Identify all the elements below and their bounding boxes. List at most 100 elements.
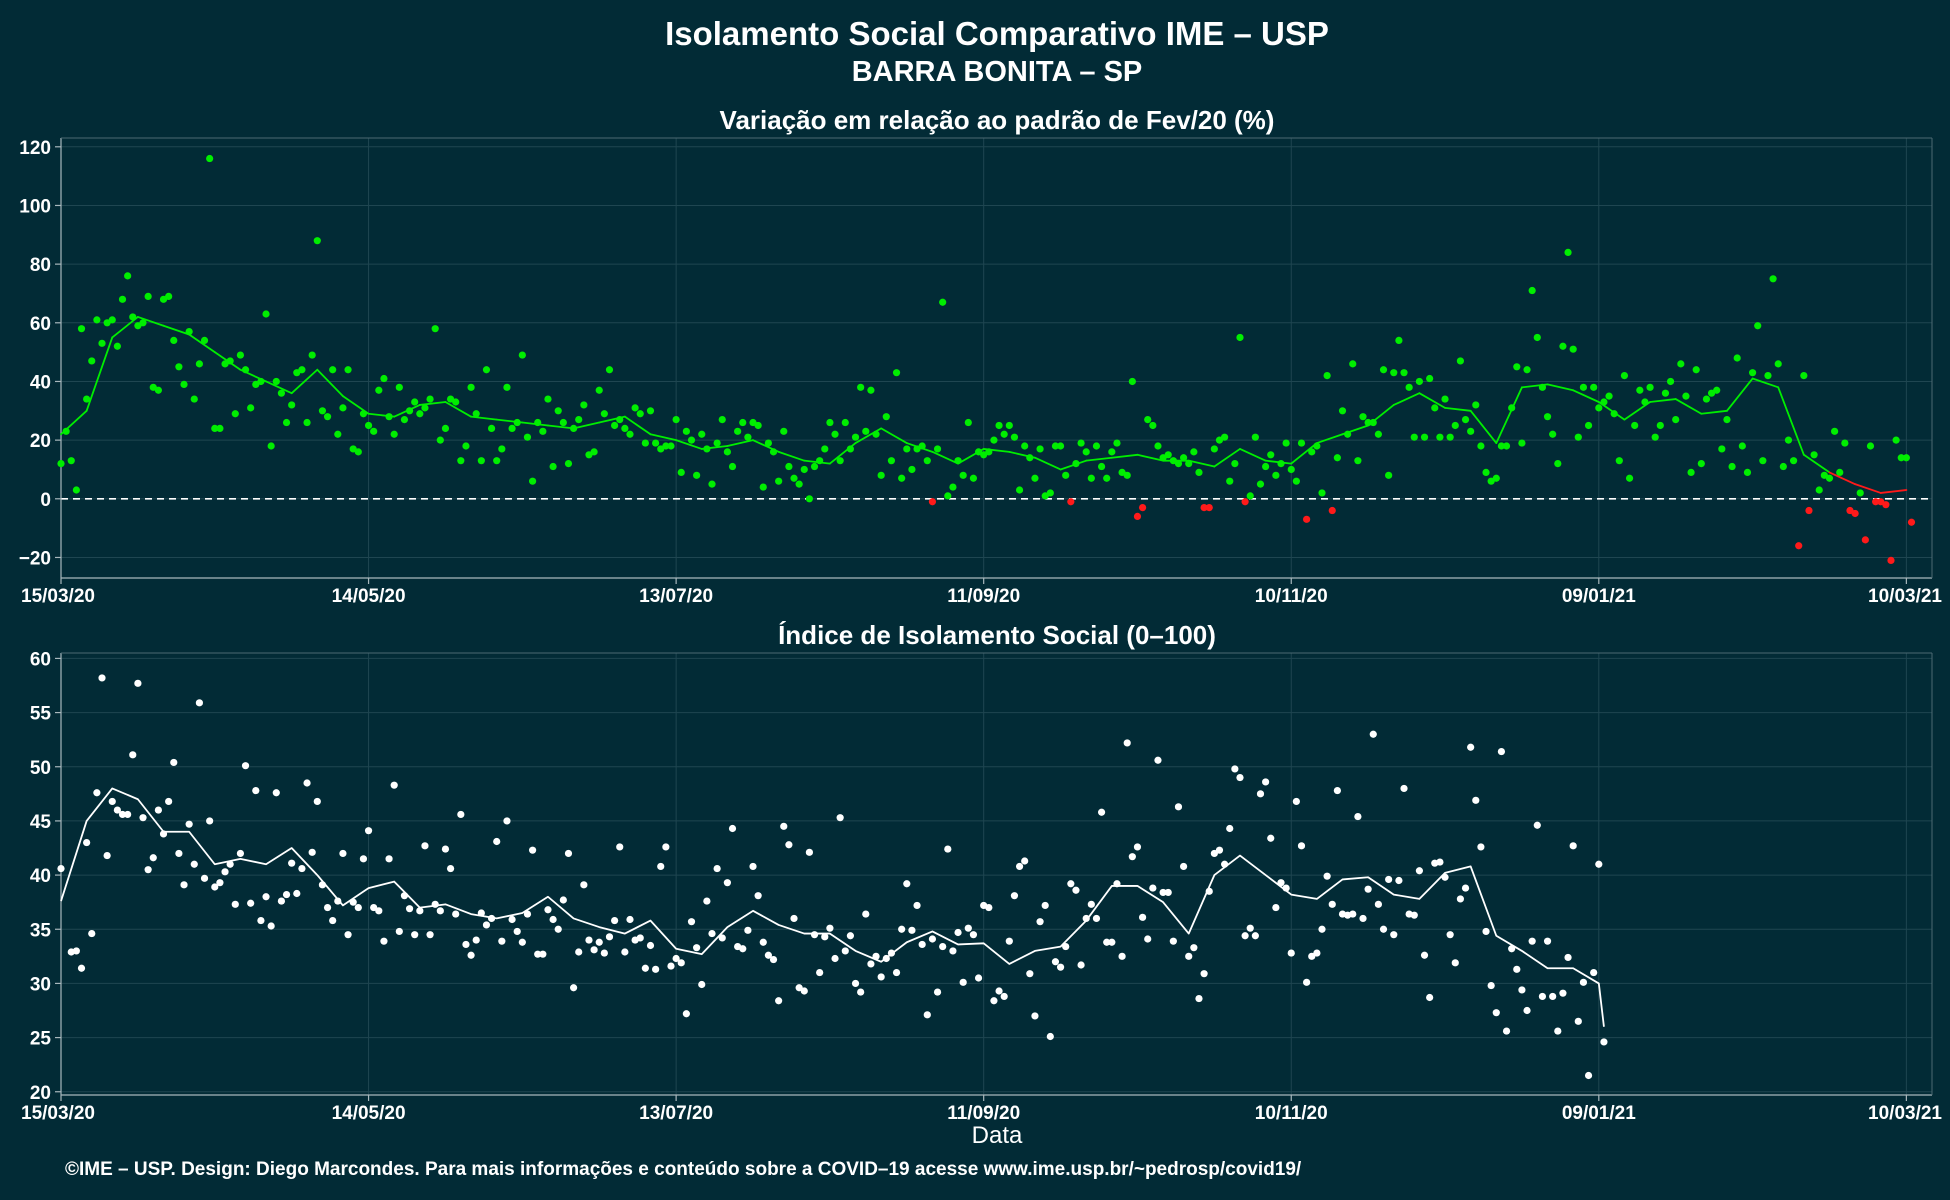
data-point bbox=[1144, 935, 1152, 943]
data-point bbox=[1651, 433, 1659, 441]
data-point bbox=[1395, 876, 1403, 885]
data-point bbox=[723, 448, 731, 456]
data-point bbox=[621, 948, 629, 956]
data-point bbox=[785, 841, 793, 849]
data-point bbox=[1226, 477, 1234, 485]
data-point bbox=[1041, 901, 1049, 910]
data-point bbox=[426, 395, 434, 403]
data-point bbox=[1318, 925, 1326, 933]
data-point bbox=[821, 445, 829, 453]
data-point bbox=[180, 380, 188, 388]
data-point bbox=[170, 336, 178, 344]
data-point bbox=[1482, 468, 1490, 476]
data-point bbox=[1467, 743, 1475, 751]
data-point bbox=[498, 937, 506, 945]
data-point bbox=[1631, 421, 1639, 430]
data-point bbox=[1831, 427, 1839, 435]
data-point bbox=[672, 416, 680, 424]
data-point bbox=[416, 410, 424, 418]
data-point bbox=[83, 395, 91, 403]
moving-average-segment bbox=[1828, 471, 1857, 486]
data-point bbox=[570, 984, 578, 992]
data-point bbox=[344, 931, 352, 939]
data-point bbox=[667, 962, 675, 970]
data-point bbox=[1349, 360, 1357, 368]
data-point bbox=[1364, 885, 1372, 893]
data-point bbox=[913, 901, 921, 910]
data-point bbox=[1026, 970, 1034, 978]
data-point bbox=[790, 474, 798, 482]
moving-average-segment bbox=[393, 404, 421, 418]
data-point bbox=[1477, 442, 1485, 450]
data-point bbox=[641, 964, 649, 972]
data-point bbox=[1569, 345, 1577, 353]
data-point bbox=[1272, 903, 1280, 912]
data-point bbox=[836, 457, 844, 465]
data-point bbox=[1533, 333, 1541, 342]
data-point bbox=[288, 401, 296, 409]
data-point bbox=[118, 295, 127, 303]
data-point bbox=[1174, 803, 1183, 811]
data-point bbox=[1400, 784, 1408, 793]
data-point bbox=[744, 433, 752, 441]
data-point bbox=[1062, 942, 1070, 951]
data-point bbox=[605, 366, 614, 374]
data-point bbox=[1190, 448, 1198, 456]
top-panel-title: Variação em relação ao padrão de Fev/20 … bbox=[720, 105, 1275, 135]
data-point bbox=[518, 938, 526, 946]
moving-average-segment bbox=[1136, 453, 1164, 462]
data-point bbox=[1036, 918, 1044, 926]
data-point bbox=[1000, 430, 1008, 438]
data-point bbox=[1723, 416, 1731, 424]
data-point bbox=[949, 483, 957, 491]
data-point bbox=[1513, 363, 1521, 371]
data-point bbox=[467, 951, 475, 959]
data-point bbox=[785, 462, 793, 471]
data-point bbox=[370, 903, 378, 912]
data-point bbox=[144, 866, 152, 874]
moving-average-segment bbox=[777, 450, 806, 462]
data-point bbox=[303, 779, 311, 787]
data-point bbox=[1046, 489, 1054, 497]
data-point bbox=[1210, 849, 1218, 858]
data-point bbox=[718, 416, 726, 424]
data-point bbox=[293, 889, 301, 898]
data-point bbox=[1789, 457, 1798, 465]
data-point bbox=[1205, 504, 1213, 512]
data-point bbox=[1374, 430, 1382, 438]
moving-average-segment bbox=[1777, 386, 1805, 456]
data-point bbox=[303, 418, 311, 427]
moving-average-segment bbox=[265, 380, 293, 395]
data-point bbox=[1436, 858, 1444, 866]
data-point bbox=[1436, 433, 1444, 441]
moving-average-segment bbox=[700, 445, 729, 450]
data-point bbox=[1661, 389, 1670, 397]
x-tick-label: 09/01/21 bbox=[1562, 586, 1636, 607]
data-point bbox=[1841, 439, 1849, 447]
data-point bbox=[1646, 383, 1654, 391]
data-point bbox=[1564, 248, 1572, 256]
data-point bbox=[1810, 451, 1818, 459]
data-point bbox=[1303, 978, 1311, 986]
data-point bbox=[1754, 322, 1762, 330]
data-point bbox=[108, 797, 116, 806]
data-point bbox=[775, 477, 783, 485]
moving-average-segment bbox=[1059, 459, 1088, 471]
data-point bbox=[1118, 952, 1126, 960]
data-point bbox=[1492, 1009, 1500, 1017]
data-point bbox=[1410, 911, 1418, 919]
data-point bbox=[359, 855, 368, 863]
data-point bbox=[1072, 886, 1080, 894]
moving-average-segment bbox=[188, 333, 216, 354]
data-point bbox=[323, 413, 332, 421]
data-point bbox=[544, 395, 552, 403]
data-point bbox=[267, 922, 275, 930]
data-point bbox=[1303, 515, 1311, 523]
moving-average-segment bbox=[1110, 453, 1139, 459]
y-tick-label: 40 bbox=[30, 866, 51, 887]
moving-average-segment bbox=[521, 421, 549, 427]
moving-average-segment bbox=[1879, 489, 1908, 494]
data-point bbox=[1262, 462, 1270, 471]
data-point bbox=[272, 377, 280, 386]
data-point bbox=[523, 433, 532, 441]
